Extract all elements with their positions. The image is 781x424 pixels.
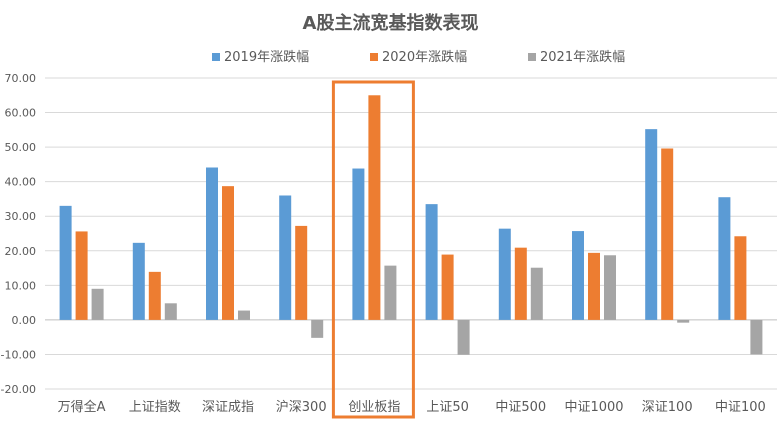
y-tick-label: -10.00 — [1, 348, 36, 361]
bar — [425, 204, 438, 320]
bar — [164, 303, 177, 320]
bar — [206, 167, 218, 320]
bar — [530, 267, 543, 320]
bar — [59, 205, 72, 320]
y-tick-label: 10.00 — [5, 279, 37, 292]
bar — [677, 319, 690, 323]
x-tick-label: 中证100 — [715, 400, 766, 415]
y-tick-label: 40.00 — [5, 176, 37, 189]
bar — [91, 288, 104, 320]
y-tick-label: 0.00 — [12, 314, 37, 327]
bar — [368, 95, 381, 320]
y-tick-label: 20.00 — [5, 245, 37, 258]
y-tick-label: 70.00 — [5, 72, 37, 85]
bar — [75, 231, 88, 320]
chart-title: A股主流宽基指数表现 — [302, 13, 479, 34]
legend-label: 2020年涨跌幅 — [382, 50, 468, 65]
bar — [645, 129, 658, 320]
bar — [132, 242, 145, 320]
bar — [295, 225, 308, 320]
bar — [604, 255, 616, 320]
bar — [311, 319, 324, 338]
bar — [750, 319, 763, 355]
bar — [441, 254, 454, 320]
bar — [222, 186, 234, 320]
x-tick-label: 中证1000 — [564, 400, 623, 415]
x-tick-label: 沪深300 — [276, 399, 327, 415]
legend-swatch — [370, 53, 378, 61]
bar — [384, 265, 397, 320]
legend-label: 2019年涨跌幅 — [224, 50, 310, 65]
bar — [588, 252, 600, 320]
bar — [148, 271, 161, 320]
bar — [718, 197, 731, 320]
legend-item: 2021年涨跌幅 — [528, 46, 625, 65]
legend-swatch — [212, 53, 220, 61]
legend: 2019年涨跌幅 2020年涨跌幅 2021年涨跌幅 — [0, 46, 781, 66]
x-tick-label: 上证指数 — [129, 400, 181, 415]
y-tick-label: -20.00 — [1, 383, 36, 396]
highlight-box — [331, 80, 415, 419]
x-tick-label: 中证500 — [495, 400, 546, 415]
bar — [279, 195, 292, 320]
bar — [514, 247, 527, 320]
bar — [498, 228, 511, 320]
legend-item: 2019年涨跌幅 — [212, 46, 309, 65]
y-tick-label: 50.00 — [5, 141, 37, 154]
y-tick-label: 60.00 — [5, 107, 37, 120]
bar — [572, 231, 584, 320]
x-tick-label: 深证成指 — [202, 400, 254, 415]
bar — [238, 310, 250, 320]
bar — [352, 168, 365, 320]
bar — [457, 319, 470, 355]
legend-label: 2021年涨跌幅 — [540, 50, 626, 65]
x-tick-label: 深证100 — [642, 400, 693, 415]
legend-item: 2020年涨跌幅 — [370, 46, 467, 65]
x-tick-label: 万得全A — [58, 399, 106, 415]
x-tick-label: 创业板指 — [348, 400, 400, 415]
bar — [661, 148, 674, 320]
x-tick-label: 上证50 — [426, 400, 469, 415]
legend-swatch — [528, 53, 536, 61]
y-tick-label: 30.00 — [5, 210, 37, 223]
bar — [734, 236, 747, 320]
